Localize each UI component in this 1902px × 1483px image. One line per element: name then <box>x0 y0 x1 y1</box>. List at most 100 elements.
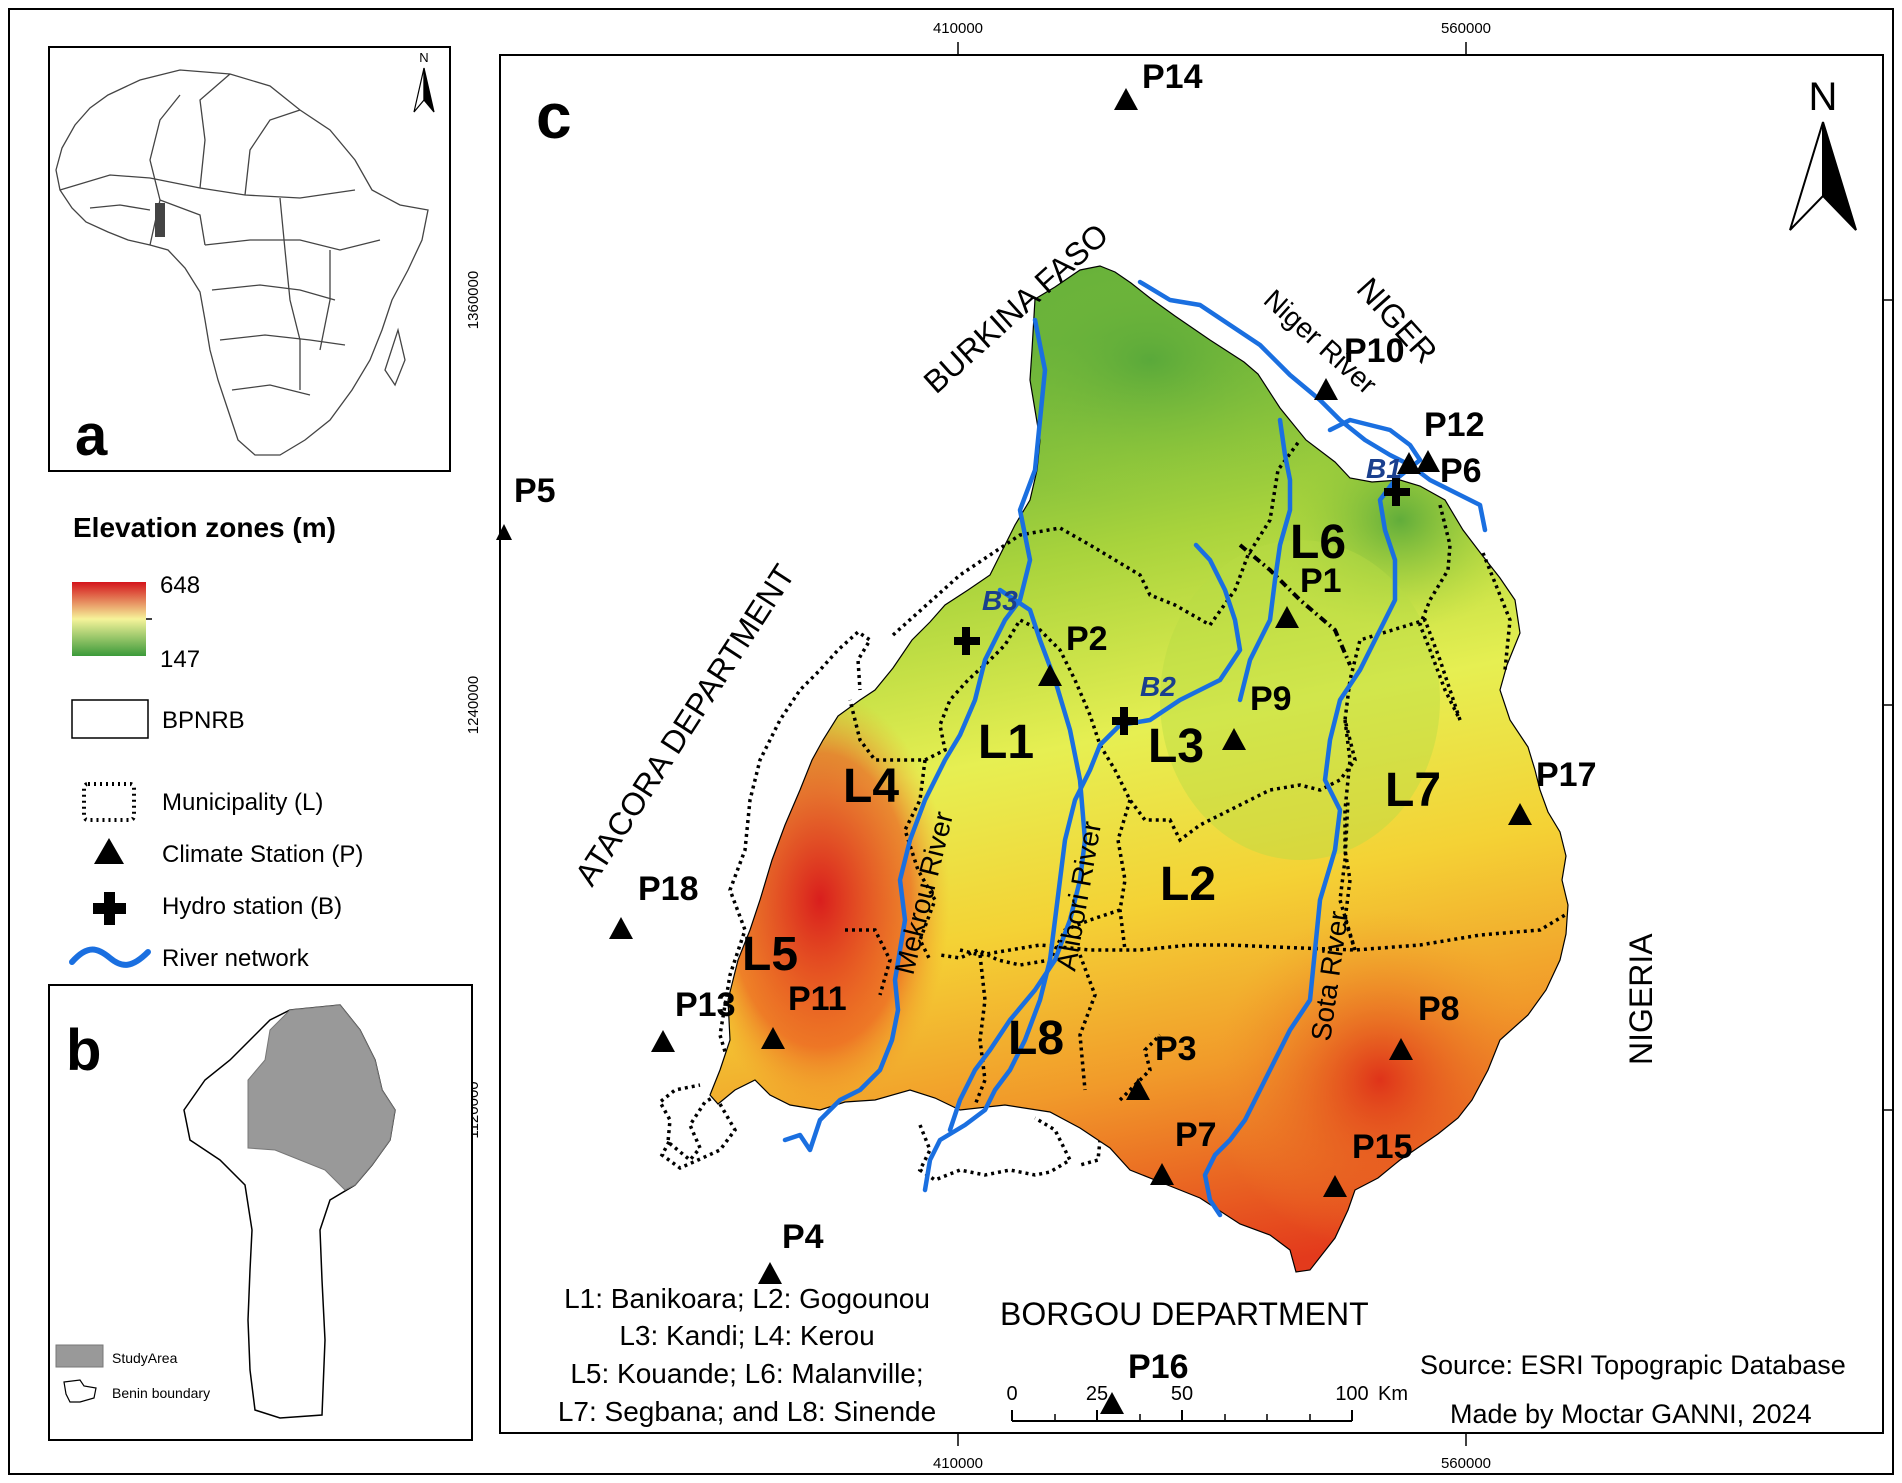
station-label-p14: P14 <box>1142 58 1203 96</box>
zone-labels: L1 L2 L3 L4 L5 L6 L7 L8 <box>742 516 1441 1065</box>
outer-frame <box>8 8 1894 1475</box>
alibori-river-line <box>922 542 1243 1193</box>
station-p12-icon <box>1397 452 1421 474</box>
scale-tick-0: 0 <box>1006 1383 1017 1405</box>
station-label-p9: P9 <box>1250 680 1292 718</box>
station-p17-icon <box>1508 803 1532 825</box>
zone-label-l2: L2 <box>1160 858 1216 911</box>
legend-hydro-station-label: Hydro station (B) <box>162 893 342 920</box>
station-label-p18: P18 <box>638 870 699 908</box>
zone-label-l8: L8 <box>1008 1012 1064 1065</box>
station-label-p4: P4 <box>782 1218 824 1256</box>
zone-label-l3: L3 <box>1148 720 1204 773</box>
station-p15-icon <box>1323 1175 1347 1197</box>
station-p8-icon <box>1389 1038 1413 1060</box>
station-p18-icon <box>609 917 633 939</box>
station-p2-icon <box>1038 664 1062 686</box>
zone-label-l4: L4 <box>843 760 899 813</box>
station-p7-icon <box>1150 1163 1174 1185</box>
station-label-p11: P11 <box>788 980 847 1018</box>
legend-bpnrb-label: BPNRB <box>162 707 245 734</box>
legend-river-swatch <box>69 946 151 968</box>
station-label-p5: P5 <box>514 472 556 510</box>
station-label-p1: P1 <box>1300 562 1342 600</box>
station-p6-icon <box>1416 450 1440 472</box>
coord-y-left-1: 1360000 <box>465 271 482 329</box>
station-label-p7: P7 <box>1175 1116 1217 1154</box>
legend-hydro-station-icon <box>93 892 126 925</box>
basin-elevation <box>710 266 1568 1272</box>
inset-b-benin-swatch <box>63 1379 97 1403</box>
legend-bpnrb-swatch <box>71 699 149 739</box>
niger-river-line <box>1137 279 1488 533</box>
coord-x-top-2: 560000 <box>1441 20 1491 37</box>
coord-x-bottom-2: 560000 <box>1441 1455 1491 1472</box>
hydro-stations <box>954 478 1410 735</box>
hydro-label-b3: B3 <box>982 585 1018 616</box>
station-p16-icon <box>1100 1392 1124 1414</box>
station-p1-icon <box>1275 606 1299 628</box>
coord-y-left-2: 1240000 <box>465 676 482 734</box>
coord-x-bottom-1: 410000 <box>933 1455 983 1472</box>
hydro-station-b1-icon <box>1384 478 1410 506</box>
scale-tick-25: 25 <box>1086 1383 1108 1405</box>
legend-municipality-label: Municipality (L) <box>162 789 323 816</box>
scale-unit: Km <box>1378 1383 1408 1405</box>
legend-municipality-swatch <box>82 782 136 822</box>
source-text: Source: ESRI Topograpic Database <box>1420 1350 1846 1380</box>
mekrou-river-line <box>782 317 1048 1153</box>
mekrou-lower-line <box>947 587 1088 1133</box>
zone-label-l5: L5 <box>742 928 798 981</box>
legend-climate-station-label: Climate Station (P) <box>162 841 363 868</box>
label-borgou-department: BORGOU DEPARTMENT <box>1000 1296 1369 1332</box>
station-p5-icon <box>496 524 512 540</box>
inset-a-north-label: N <box>419 50 428 65</box>
zone-key-line-4: L7: Segbana; and L8: Sinende <box>558 1396 936 1427</box>
legend-title: Elevation zones (m) <box>73 512 336 543</box>
benin-location-marker <box>155 203 165 237</box>
inset-b-study-area-swatch <box>55 1344 104 1368</box>
coord-x-top-1: 410000 <box>933 20 983 37</box>
station-label-p16: P16 <box>1128 1348 1189 1386</box>
hydro-label-b1: B1 <box>1366 453 1402 484</box>
zone-label-l6: L6 <box>1290 516 1346 569</box>
legend-elev-max: 648 <box>160 572 200 599</box>
hydro-station-b2-icon <box>1112 707 1138 735</box>
station-label-p6: P6 <box>1440 452 1482 490</box>
inset-a-north-arrow: N <box>413 50 435 113</box>
zone-key: L1: Banikoara; L2: Gogounou L3: Kandi; L… <box>558 1283 936 1427</box>
hydro-label-b2: B2 <box>1140 671 1176 702</box>
legend-climate-station-icon <box>94 838 124 864</box>
study-area-shape <box>247 1004 396 1191</box>
station-label-p2: P2 <box>1066 620 1108 658</box>
station-label-p13: P13 <box>675 986 736 1024</box>
main-map-frame <box>499 54 1884 1434</box>
label-atacora-department: ATACORA DEPARTMENT <box>568 558 802 892</box>
station-p13-icon <box>651 1030 675 1052</box>
station-label-p12: P12 <box>1424 406 1485 444</box>
zone-key-line-1: L1: Banikoara; L2: Gogounou <box>564 1283 930 1314</box>
station-p4-icon <box>758 1262 782 1284</box>
panel-a-label: a <box>75 403 108 468</box>
sota-tributary-line <box>1237 417 1293 703</box>
legend-elev-min: 147 <box>160 646 200 673</box>
label-nigeria: NIGERIA <box>1623 933 1659 1065</box>
station-labels: P1 P2 P3 P4 P5 P6 P7 P8 P9 P10 P11 P12 P… <box>514 58 1597 1386</box>
zone-label-l1: L1 <box>978 716 1034 769</box>
zone-label-l7: L7 <box>1385 764 1441 817</box>
panel-c-label: c <box>536 80 572 152</box>
climate-stations <box>496 88 1532 1414</box>
main-north-arrow: N <box>1789 75 1857 231</box>
station-p14-icon <box>1114 88 1138 110</box>
station-label-p8: P8 <box>1418 990 1460 1028</box>
zone-key-line-2: L3: Kandi; L4: Kerou <box>619 1320 874 1351</box>
station-label-p10: P10 <box>1344 332 1405 370</box>
inset-a-frame <box>48 46 451 472</box>
legend-elevation-ramp <box>72 582 146 656</box>
main-north-label: N <box>1809 75 1838 119</box>
basin-outline <box>709 265 1569 1273</box>
station-p10-icon <box>1314 378 1338 400</box>
scale-tick-100: 100 <box>1335 1383 1368 1405</box>
scale-tick-50: 50 <box>1171 1383 1193 1405</box>
